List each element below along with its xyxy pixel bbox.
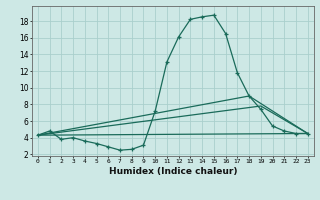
X-axis label: Humidex (Indice chaleur): Humidex (Indice chaleur) xyxy=(108,167,237,176)
